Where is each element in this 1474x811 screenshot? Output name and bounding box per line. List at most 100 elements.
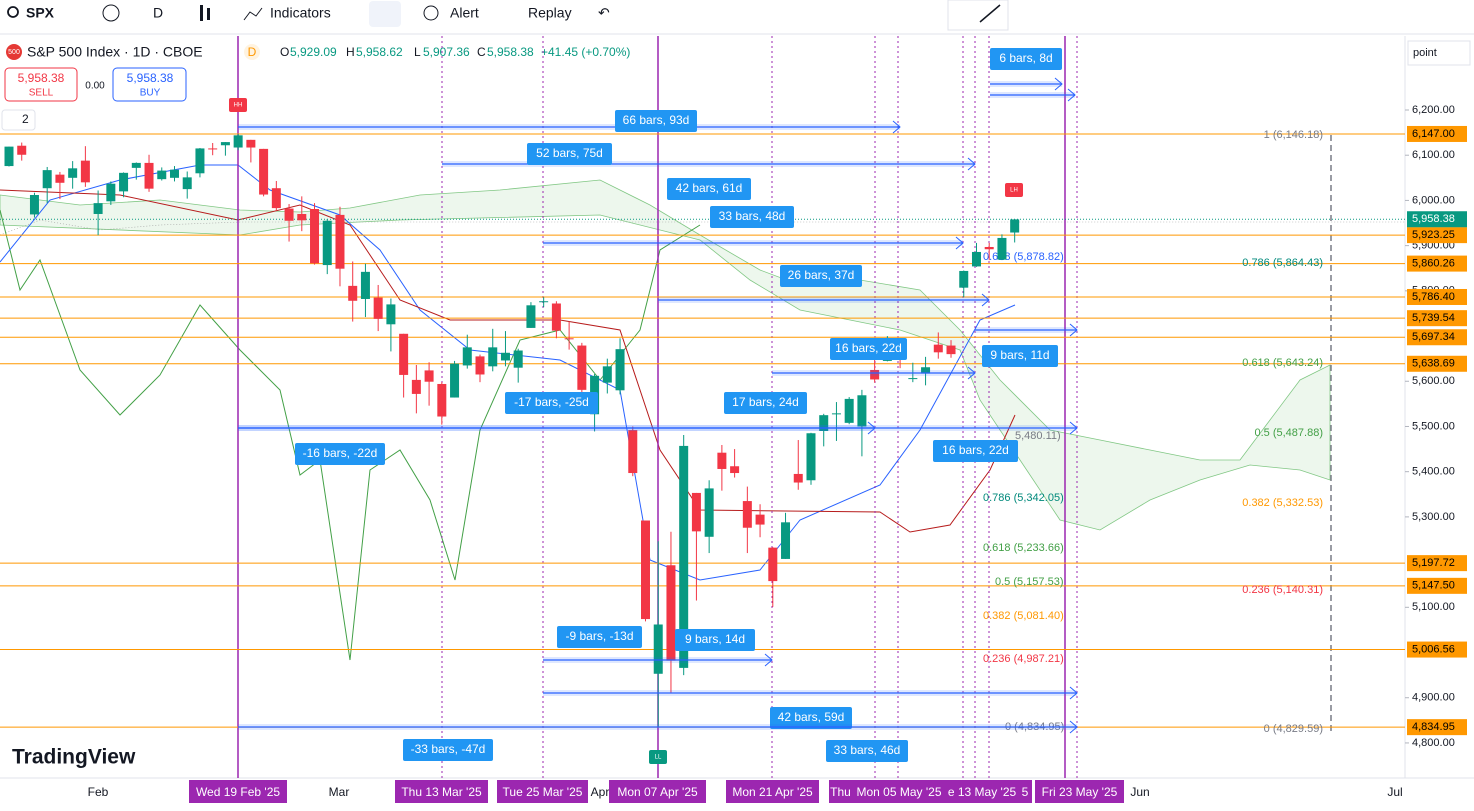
marker-label: LH	[1010, 188, 1018, 194]
candle-body	[195, 148, 205, 174]
undo[interactable]: ↶	[598, 5, 610, 21]
candle-body	[450, 363, 460, 398]
candle-body	[564, 338, 574, 340]
candle-body	[908, 378, 918, 380]
fib-label: 0.236 (5,140.31)	[1242, 584, 1323, 596]
measure-arrow	[967, 366, 976, 380]
measure-label: 9 bars, 14d	[685, 632, 745, 646]
open: 5,929.09	[290, 45, 337, 59]
y-tick-label: 5,300.00	[1412, 511, 1455, 523]
candle-body	[857, 395, 867, 427]
candle-body	[157, 170, 167, 180]
candle-body	[233, 135, 243, 148]
measure-arrow	[892, 120, 901, 134]
candle-body	[475, 356, 485, 375]
y-tick-label: 4,800.00	[1412, 737, 1455, 749]
measure-label: 6 bars, 8d	[999, 51, 1052, 65]
sell[interactable]: SELL	[29, 88, 54, 99]
candle-body	[691, 492, 701, 532]
buy-price[interactable]: 5,958.38	[127, 71, 174, 85]
price-label: 5,860.26	[1412, 258, 1455, 270]
price-label-bg	[1407, 288, 1467, 305]
measure-label: 26 bars, 37d	[788, 268, 855, 282]
h-key: H	[346, 45, 355, 59]
month-label: Jun	[1130, 785, 1149, 799]
badge: 500	[8, 49, 20, 56]
candle-body	[602, 366, 612, 383]
price-label-bg	[1407, 227, 1467, 244]
l-key: L	[414, 45, 421, 59]
legend-title: S&P 500 Index · 1D · CBOE	[27, 44, 203, 60]
candle-body	[80, 160, 90, 183]
date-highlight	[852, 780, 946, 803]
candle-body	[399, 333, 409, 375]
buy[interactable]: BUY	[140, 88, 161, 99]
date-highlight	[189, 780, 287, 803]
candle-body	[615, 349, 625, 391]
candle-body	[310, 209, 320, 264]
candle-body	[768, 547, 778, 582]
candle-body	[959, 270, 969, 288]
y-tick-label: 5,400.00	[1412, 466, 1455, 478]
price-label: 5,739.54	[1412, 312, 1455, 324]
candle-body	[539, 301, 549, 303]
fib-label: 0.618 (5,233.66)	[983, 542, 1064, 554]
candle-body	[500, 352, 510, 361]
measure-box	[710, 206, 794, 228]
measure-arrow	[1069, 323, 1078, 337]
symbol[interactable]: SPX	[26, 5, 55, 21]
candle-body	[284, 208, 294, 221]
candle-body	[781, 522, 791, 559]
date-label: Wed 19 Feb '25	[196, 785, 280, 799]
fib-label: 0.618 (5,878.82)	[983, 251, 1064, 263]
replay[interactable]: Replay	[528, 5, 572, 21]
interval[interactable]: D	[153, 5, 163, 21]
measure-label: 42 bars, 61d	[676, 181, 743, 195]
sell-price[interactable]: 5,958.38	[18, 71, 65, 85]
price-label: 5,197.72	[1412, 557, 1455, 569]
fib-label: 0.618 (5,643.24)	[1242, 357, 1323, 369]
count[interactable]: 2	[22, 112, 29, 126]
month-label: Apr	[591, 785, 610, 799]
fib-label: 0.236 (4,987.21)	[983, 653, 1064, 665]
marker	[1005, 183, 1023, 197]
date-highlight	[726, 780, 819, 803]
candle-body	[55, 174, 65, 183]
candle-body	[360, 271, 370, 299]
fib-label: 0.382 (5,332.53)	[1242, 497, 1323, 509]
measure-label: 33 bars, 46d	[834, 743, 901, 757]
measure-box	[933, 440, 1018, 462]
marker	[649, 750, 667, 764]
indicators[interactable]: Indicators	[270, 5, 331, 21]
candle-body	[297, 213, 307, 221]
measure-box	[615, 110, 697, 132]
measure-label: 16 bars, 22d	[835, 341, 902, 355]
measure-label: -17 bars, -25d	[514, 395, 589, 409]
candle-body	[208, 148, 218, 150]
price-label-bg	[1407, 555, 1467, 572]
alert[interactable]: Alert	[450, 5, 479, 21]
measure-box	[770, 707, 852, 729]
y-tick-label: 5,600.00	[1412, 375, 1455, 387]
price-label: 5,923.25	[1412, 229, 1455, 241]
measure-box	[830, 338, 907, 360]
candle-body	[984, 246, 994, 250]
price-label: 5,006.56	[1412, 643, 1455, 655]
candle-body	[169, 169, 179, 178]
scale-mode[interactable]: point	[1413, 47, 1437, 59]
measure-arrow	[955, 236, 964, 250]
candle-body	[119, 172, 129, 192]
measure-label: 17 bars, 24d	[732, 395, 799, 409]
y-tick-label: 6,100.00	[1412, 149, 1455, 161]
candle-body	[182, 177, 192, 190]
measure-label: 66 bars, 93d	[623, 113, 690, 127]
candle-body	[348, 285, 358, 301]
candle-body	[870, 369, 880, 380]
measure-box	[295, 443, 385, 465]
price-label-bg	[1407, 125, 1467, 142]
candle-body	[424, 370, 434, 382]
price-label-bg	[1407, 310, 1467, 327]
o-key: O	[280, 45, 289, 59]
date-label: Fri 23 May '25	[1042, 785, 1118, 799]
price-label: 4,834.95	[1412, 721, 1455, 733]
